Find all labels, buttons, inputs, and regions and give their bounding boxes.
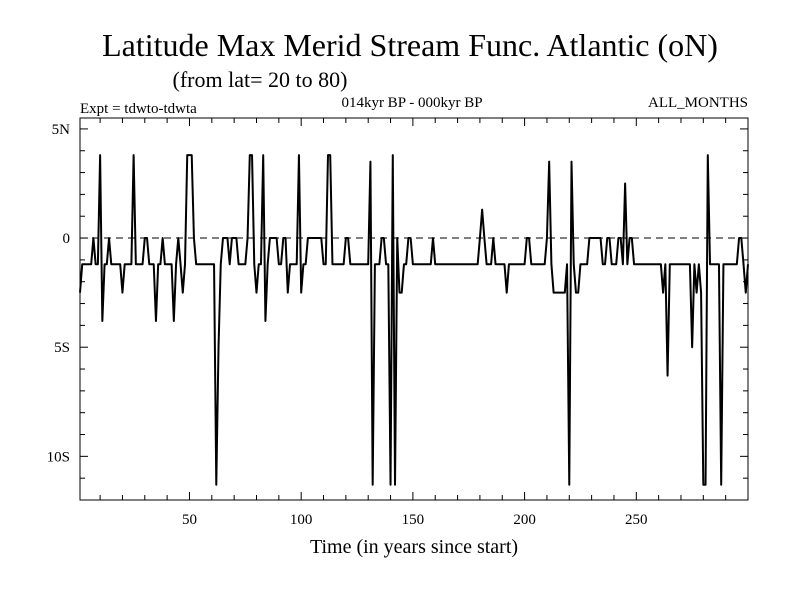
x-tick-label: 250 [625,512,648,528]
chart-title: Latitude Max Merid Stream Func. Atlantic… [102,27,718,63]
x-tick-label: 150 [402,512,425,528]
x-axis-label: Time (in years since start) [310,536,518,558]
chart-subtitle: (from lat= 20 to 80) [173,67,348,92]
plot-frame [79,117,749,501]
y-tick-label: 10S [47,449,70,465]
series-line [79,154,749,486]
axis-ticks [80,118,749,501]
y-tick-label: 5S [54,340,70,356]
axis-tick-labels: 50 100 150 200 250 5N 0 5S 10S [47,122,648,528]
y-tick-label: 0 [63,231,71,247]
y-tick-label: 5N [52,122,71,138]
months-label: ALL_MONTHS [648,95,748,111]
period-label: 014kyr BP - 000kyr BP [341,95,482,111]
x-tick-label: 200 [513,512,536,528]
expt-label: Expt = tdwto-tdwta [80,101,197,117]
x-tick-label: 50 [182,512,197,528]
x-tick-label: 100 [290,512,313,528]
